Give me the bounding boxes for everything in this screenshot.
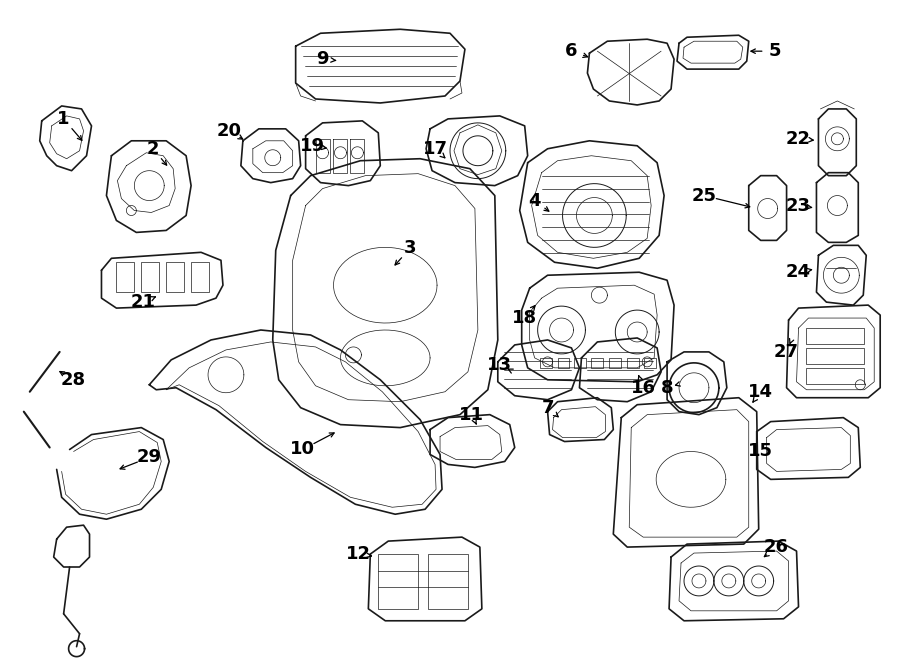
Text: 21: 21: [130, 293, 156, 311]
Text: 10: 10: [290, 440, 315, 459]
Text: 14: 14: [748, 383, 773, 401]
Text: 9: 9: [316, 50, 328, 68]
Text: 25: 25: [691, 186, 716, 204]
Bar: [609, 358, 621, 368]
Text: 19: 19: [300, 137, 325, 155]
Text: 22: 22: [786, 130, 811, 148]
Bar: [574, 358, 587, 368]
Bar: [378, 554, 419, 609]
Text: 5: 5: [769, 42, 781, 60]
Text: 12: 12: [346, 545, 371, 563]
Text: 23: 23: [786, 196, 811, 215]
Text: 13: 13: [487, 356, 512, 374]
Bar: [166, 262, 184, 292]
Bar: [806, 328, 864, 344]
Text: 2: 2: [147, 139, 159, 158]
Text: 20: 20: [216, 122, 241, 140]
Text: 1: 1: [58, 110, 70, 128]
Text: 29: 29: [137, 448, 162, 467]
Text: 16: 16: [631, 379, 656, 397]
Text: 6: 6: [565, 42, 578, 60]
Text: 3: 3: [404, 239, 417, 257]
Text: 7: 7: [541, 399, 554, 416]
Bar: [540, 358, 552, 368]
Bar: [627, 358, 639, 368]
Text: 28: 28: [61, 371, 86, 389]
Text: 8: 8: [661, 379, 673, 397]
Text: 4: 4: [528, 192, 541, 210]
Text: 11: 11: [459, 406, 484, 424]
Bar: [116, 262, 134, 292]
Bar: [191, 262, 209, 292]
Text: 15: 15: [748, 442, 773, 461]
Bar: [557, 358, 570, 368]
Bar: [806, 348, 864, 364]
Text: 17: 17: [423, 139, 447, 158]
Bar: [806, 368, 864, 384]
Text: 18: 18: [512, 309, 537, 327]
Text: 24: 24: [786, 263, 811, 281]
Bar: [591, 358, 603, 368]
Bar: [644, 358, 656, 368]
Bar: [141, 262, 159, 292]
Text: 27: 27: [774, 343, 799, 361]
Bar: [428, 554, 468, 609]
Text: 26: 26: [764, 538, 789, 556]
